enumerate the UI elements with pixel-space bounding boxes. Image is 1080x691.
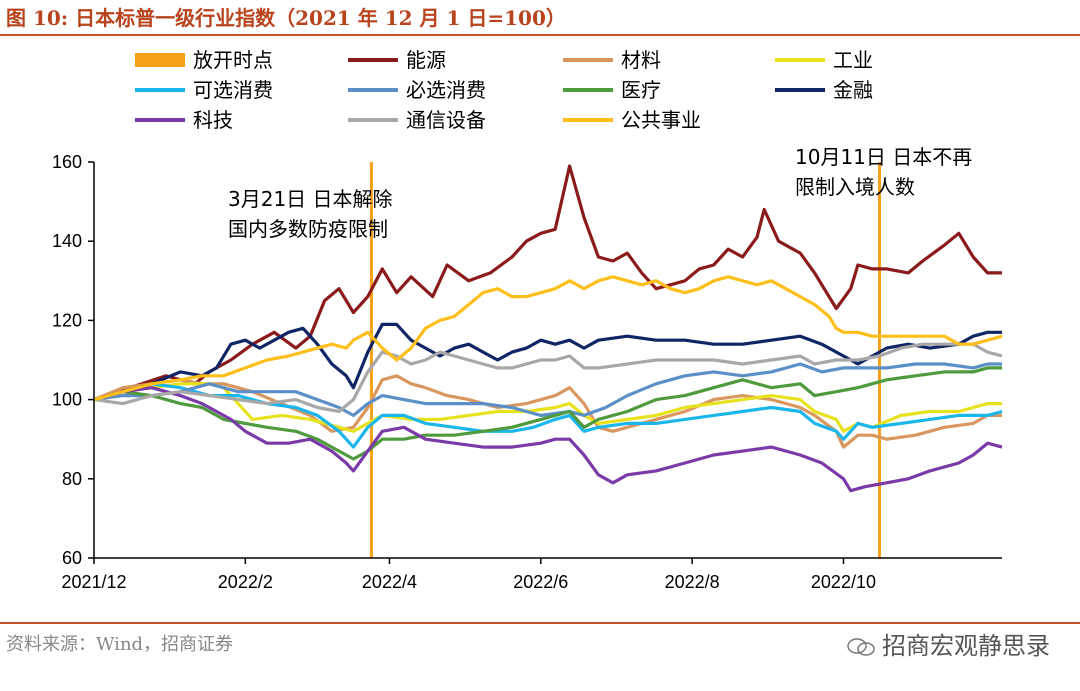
series-line-1 [93,164,1002,402]
y-tick-label-5: 140 [52,231,82,251]
title-divider [0,34,1080,36]
x-tick-label-2: 2022/2 [218,572,273,592]
x-tick-label-6: 2022/10 [811,572,876,592]
legend-label-1: 放开时点 [193,48,273,72]
y-tick-label-3: 100 [52,390,82,410]
y-tick-label-6: 160 [52,152,82,172]
annotation-1-line-1: 3月21日 日本解除 [228,187,393,211]
series-line-5 [93,362,1002,417]
legend-swatch-1 [135,53,185,67]
watermark-text: 招商宏观静思录 [882,632,1050,660]
x-tick-label-5: 2022/8 [665,572,720,592]
figure-title: 图 10: 日本标普一级行业指数（2021 年 12 月 1 日=100） [6,6,566,30]
legend-label-9: 科技 [193,108,233,132]
annotation-2-line-1: 10月11日 日本不再 [795,145,972,169]
x-tick-label-3: 2022/4 [362,572,417,592]
y-tick-label-1: 60 [62,548,82,568]
x-tick-label-1: 2021/12 [61,572,126,592]
series-line-3 [93,382,1002,433]
legend-label-10: 通信设备 [406,108,486,132]
series-line-2 [93,374,1002,449]
footer-divider [0,622,1080,624]
legend-label-2: 能源 [406,48,446,72]
legend-label-6: 必选消费 [406,78,486,102]
legend-label-3: 材料 [621,48,661,72]
source-note: 资料来源：Wind，招商证券 [6,634,234,655]
series-line-4 [93,382,1003,449]
y-tick-label-4: 120 [52,310,82,330]
wechat-icon [847,638,875,656]
series-line-9 [93,342,1003,414]
annotation-1-line-2: 国内多数防疫限制 [228,217,388,241]
legend-label-11: 公共事业 [621,108,701,132]
y-tick-label-2: 80 [62,469,82,489]
series-line-8 [93,386,1003,493]
chart-series-group [93,164,1003,493]
legend-label-8: 金融 [833,78,873,102]
watermark: 招商宏观静思录 [846,626,1050,661]
annotation-2-line-2: 限制入境人数 [795,175,915,199]
series-line-6 [93,366,1002,461]
chart-axes: 60 80 100 120 140 160 2021/12 2022/2 2022/4 2022/… [52,152,1002,592]
legend-label-7: 医疗 [621,78,661,102]
legend-label-5: 可选消费 [193,78,273,102]
x-tick-label-4: 2022/6 [513,572,568,592]
series-line-10 [93,275,1003,402]
legend-label-4: 工业 [833,48,873,72]
